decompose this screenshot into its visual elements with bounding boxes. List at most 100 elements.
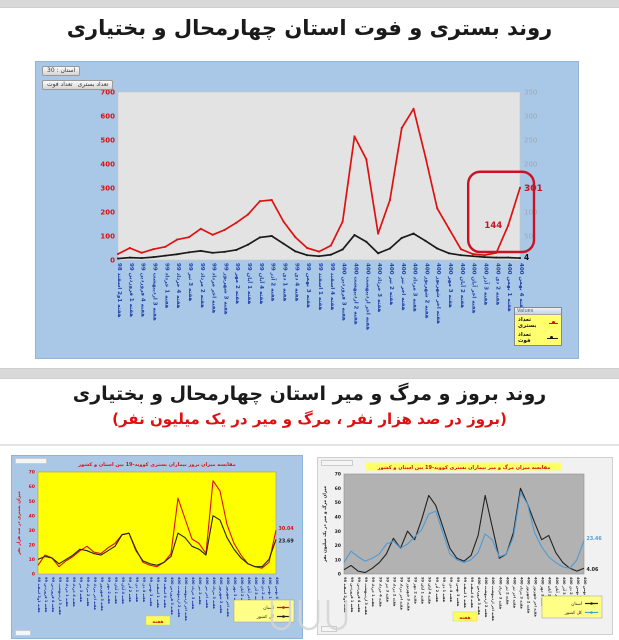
svg-text:10: 10 [335,557,341,563]
svg-text:هفته: هفته [459,616,470,621]
svg-text:هفته 4 خرداد 99: هفته 4 خرداد 99 [175,263,181,309]
svg-text:60: 60 [29,484,35,490]
svg-text:هفته 2 تیر 400: هفته 2 تیر 400 [198,577,202,605]
svg-text:هفته 2 آبان 400: هفته 2 آبان 400 [459,263,467,308]
svg-text:هفته 2 مرداد 99: هفته 2 مرداد 99 [199,263,205,308]
svg-text:هفته 3 مهر 400: هفته 3 مهر 400 [447,263,453,308]
svg-text:هفته 2 آبان 400: هفته 2 آبان 400 [240,577,245,607]
svg-text:هفته 4 دی 99: هفته 4 دی 99 [142,577,146,603]
province-selector-button[interactable]: استان : 30 [42,66,81,76]
svg-text:هفته 1 فروردین 99: هفته 1 فروردین 99 [128,263,134,317]
svg-text:هفته 1 آبان 99: هفته 1 آبان 99 [421,577,426,605]
svg-text:23.46: 23.46 [587,536,603,542]
titlebar-chip [321,460,353,466]
svg-text:100: 100 [100,232,115,240]
svg-text:هفته اخر مرداد 99: هفته اخر مرداد 99 [93,577,97,610]
top-strip [0,0,619,8]
svg-text:هفته 3 بهمن 99: هفته 3 بهمن 99 [456,577,460,607]
svg-text:50: 50 [335,500,341,506]
svg-text:هفته 4 آبان 99: هفته 4 آبان 99 [428,577,433,605]
svg-text:هفته 3 اردیبهشت 99: هفته 3 اردیبهشت 99 [151,263,157,321]
incidence-chart-panel: 70 60 50 40 30 20 10 0 هفته 1و2 اسفند 98 هفته 1 ف… [12,456,302,638]
svg-text:20: 20 [29,542,35,548]
svg-text:هفته 1 خرداد 99: هفته 1 خرداد 99 [371,577,375,607]
svg-text:هفته 4 آبان 99: هفته 4 آبان 99 [121,577,126,605]
svg-text:هفته 3 آذر 400: هفته 3 آذر 400 [254,577,259,605]
svg-text:هفته 2 تیر 400: هفته 2 تیر 400 [388,263,394,305]
svg-text:هفته 4 خرداد 99: هفته 4 خرداد 99 [378,577,382,607]
svg-text:30: 30 [335,529,341,535]
svg-text:هفته 3 بهمن 99: هفته 3 بهمن 99 [149,577,153,607]
svg-text:هفته 3 خرداد 400: هفته 3 خرداد 400 [376,263,382,313]
svg-text:20: 20 [335,543,341,549]
svg-text:هفته 3 مهر 400: هفته 3 مهر 400 [233,577,237,607]
svg-text:هفته اخر اردیبهشت 400: هفته اخر اردیبهشت 400 [184,577,188,621]
svg-text:30.04: 30.04 [279,526,295,532]
svg-text:هفته 4 اسفند 99: هفته 4 اسفند 99 [470,577,474,608]
svg-text:200: 200 [100,208,115,216]
page-title: روند بستری و فوت استان چهارمحال و بختیار… [66,16,553,40]
tab-hospitalized[interactable]: تعداد بستری [77,81,109,88]
svg-text:هفته اخر مرداد 99: هفته اخر مرداد 99 [399,577,403,610]
statusbar-chip [15,630,31,636]
svg-text:4.06: 4.06 [587,567,599,573]
svg-text:70: 70 [335,472,341,478]
red-line-marker-icon [548,321,558,325]
svg-text:هفته 3 تیر 99: هفته 3 تیر 99 [385,577,389,603]
svg-text:4: 4 [524,253,529,262]
legend-label-deaths: تعداد فوت [518,332,532,344]
section2-title: روند بروز و مرگ و میر استان چهارمحال و ب… [72,383,547,405]
svg-text:هفته 2 اردیبهشت 400: هفته 2 اردیبهشت 400 [177,577,181,618]
chart-legend: Values تعداد بستری تعداد فوت [514,307,562,346]
svg-text:کل کشور: کل کشور [564,610,583,616]
svg-text:هفته 4 فروردین 99: هفته 4 فروردین 99 [51,577,55,613]
svg-text:هفته 1 فروردین 99: هفته 1 فروردین 99 [350,577,354,613]
svg-text:هفته اخر اردیبهشت 400: هفته اخر اردیبهشت 400 [364,263,370,330]
svg-text:هفته 1 اسفند 99: هفته 1 اسفند 99 [156,577,160,608]
svg-text:هفته 1 خرداد 99: هفته 1 خرداد 99 [65,577,69,607]
svg-text:هفته 4 اسفند 99: هفته 4 اسفند 99 [329,263,335,310]
svg-text:هفته 4 بهمن 400: هفته 4 بهمن 400 [275,577,279,609]
svg-text:هفته 1و2 اسفند 98: هفته 1و2 اسفند 98 [116,263,122,318]
svg-text:700: 700 [100,88,115,96]
tab-deaths[interactable]: تعداد فوت [47,81,73,88]
svg-text:70: 70 [29,470,35,476]
svg-text:هفته 3 فروردین 400: هفته 3 فروردین 400 [477,577,481,615]
svg-text:هفته 2 مرداد 99: هفته 2 مرداد 99 [86,577,90,607]
svg-text:هفته 3 تیر 99: هفته 3 تیر 99 [187,263,193,302]
black-line-marker-icon [547,336,558,340]
hospitalization-chart-panel: استان : 30 تعداد بستری تعداد فوت 700 600 5… [36,62,578,358]
svg-text:هفته 4 خرداد 99: هفته 4 خرداد 99 [72,577,76,607]
svg-text:هفته 1 خرداد 99: هفته 1 خرداد 99 [163,263,169,309]
svg-text:هفته اخر آبان 400: هفته اخر آبان 400 [471,263,479,314]
svg-text:0: 0 [32,572,35,578]
svg-text:هفته 4 دی 99: هفته 4 دی 99 [449,577,453,603]
series-tabs[interactable]: تعداد بستری تعداد فوت [42,80,114,90]
svg-text:150: 150 [524,184,537,192]
svg-text:هفته 1 اسفند 99: هفته 1 اسفند 99 [317,263,323,310]
svg-text:300: 300 [524,112,537,120]
svg-text:40: 40 [29,513,35,519]
svg-text:600: 600 [100,112,115,120]
titlebar-chip [15,458,47,464]
svg-text:هفته 2 مهر 99: هفته 2 مهر 99 [107,577,111,604]
svg-text:هفته: هفته [152,620,163,625]
svg-text:هفته 3 مرداد 400: هفته 3 مرداد 400 [412,263,418,312]
svg-text:10: 10 [29,557,35,563]
svg-text:هفته 3 خرداد 400: هفته 3 خرداد 400 [191,577,195,610]
svg-text:هفته اخر تیر 400: هفته اخر تیر 400 [205,577,209,609]
mortality-chart-panel: 70 60 50 40 30 20 10 0 هفته 1و2 اسفند 98 هفته 1 ف… [318,458,612,634]
svg-text:میزان بستری در صد هزار نفر: میزان بستری در صد هزار نفر [17,491,22,556]
svg-text:هفته اخر آبان 400: هفته اخر آبان 400 [247,577,252,611]
section-divider [0,368,619,379]
svg-text:هفته 2 اردیبهشت 400: هفته 2 اردیبهشت 400 [484,577,488,618]
legend-header: Values [515,308,561,315]
svg-text:هفته 3 فروردین 400: هفته 3 فروردین 400 [170,577,174,615]
svg-text:0: 0 [110,256,115,264]
svg-text:144: 144 [484,221,502,231]
legend-label-hospitalized: تعداد بستری [518,317,537,329]
svg-text:هفته 4 بهمن 400: هفته 4 بهمن 400 [583,577,587,609]
svg-text:هفته 2 شهریور 400: هفته 2 شهریور 400 [423,263,429,319]
svg-text:کل کشور: کل کشور [256,614,275,620]
